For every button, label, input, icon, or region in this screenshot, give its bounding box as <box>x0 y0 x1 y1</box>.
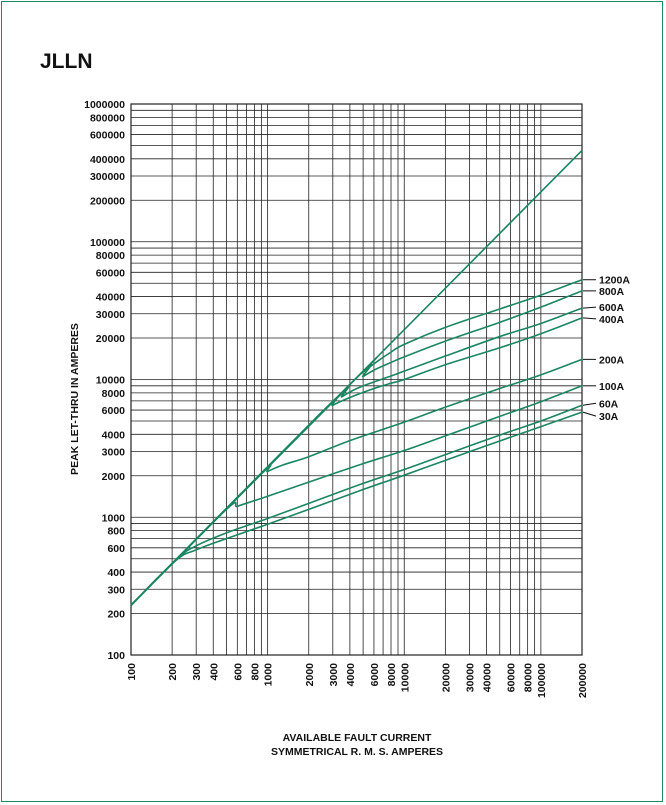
x-tick-label: 20000 <box>440 663 452 692</box>
y-tick-label: 100 <box>107 650 125 662</box>
series-label-200a: 200A <box>599 354 625 366</box>
y-tick-label: 600000 <box>90 130 125 142</box>
x-tick-label: 400 <box>208 663 220 681</box>
series-line-60a <box>130 404 583 606</box>
x-tick-label: 600 <box>232 663 244 681</box>
series-label-1200a: 1200A <box>599 275 630 287</box>
y-tick-label: 30000 <box>96 309 125 321</box>
chart-title: JLLN <box>40 50 93 73</box>
series-line-1200a <box>130 278 583 606</box>
y-tick-label: 400000 <box>90 154 125 166</box>
series-label-30a: 30A <box>599 411 619 423</box>
y-tick-label: 100000 <box>90 237 125 249</box>
y-tick-label: 80000 <box>96 250 125 262</box>
series-line-400a <box>130 317 583 606</box>
x-tick-label: 800 <box>249 663 261 681</box>
plot-border <box>130 103 583 656</box>
x-tick-labels: 100 200 300 400 600 800 1000 2000 3000 4000 6000 80… <box>126 663 589 698</box>
series-label-100a: 100A <box>599 381 625 393</box>
x-axis-label-line2: SYMMETRICAL R. M. S. AMPERES <box>271 746 443 758</box>
x-tick-label: 200000 <box>577 663 589 698</box>
x-tick-label: 30000 <box>464 663 476 692</box>
x-tick-label: 10000 <box>399 663 411 692</box>
series-label-800a: 800A <box>599 286 625 298</box>
label-leader-30a <box>582 411 597 417</box>
x-tick-label: 6000 <box>369 663 381 687</box>
y-tick-label: 8000 <box>102 388 126 400</box>
y-tick-labels: 100 200 300 400 600 800 1000 2000 3000 4000 6000 80… <box>84 99 125 662</box>
series-line-30a <box>130 411 583 606</box>
y-tick-label: 40000 <box>96 292 125 304</box>
x-tick-label: 100000 <box>536 663 548 698</box>
x-tick-label: 40000 <box>482 663 494 692</box>
y-tick-label: 200000 <box>90 195 125 207</box>
y-tick-label: 10000 <box>96 375 125 387</box>
label-leader-400a <box>582 317 597 320</box>
x-tick-label: 100 <box>126 663 138 681</box>
x-tick-label: 3000 <box>328 663 340 687</box>
grid <box>130 103 583 656</box>
x-tick-label: 8000 <box>386 663 398 687</box>
y-tick-label: 20000 <box>96 333 125 345</box>
y-tick-label: 300 <box>107 584 125 596</box>
y-tick-label: 600 <box>107 543 125 555</box>
y-tick-label: 6000 <box>102 405 126 417</box>
series-label-600a: 600A <box>599 302 625 314</box>
series-line-100a <box>130 385 583 606</box>
y-tick-label: 800000 <box>90 112 125 124</box>
y-tick-label: 300000 <box>90 171 125 183</box>
label-leader-600a <box>582 306 597 309</box>
x-tick-label: 60000 <box>506 663 518 692</box>
x-tick-label: 300 <box>191 663 203 681</box>
x-tick-label: 1000 <box>263 663 275 687</box>
y-tick-label: 1000000 <box>84 99 125 111</box>
x-tick-label: 80000 <box>523 663 535 692</box>
y-tick-label: 200 <box>107 609 125 621</box>
x-tick-label: 200 <box>167 663 179 681</box>
series-lines <box>130 149 583 606</box>
y-tick-label: 1000 <box>102 512 126 524</box>
series-line-600a <box>130 307 583 606</box>
y-tick-label: 3000 <box>102 447 126 459</box>
series-label-400a: 400A <box>599 314 625 326</box>
y-tick-label: 60000 <box>96 267 125 279</box>
x-axis-label-line1: AVAILABLE FAULT CURRENT <box>283 732 432 744</box>
x-tick-label: 2000 <box>304 663 316 687</box>
series-label-60a: 60A <box>599 398 619 410</box>
series-line-200a <box>130 358 583 606</box>
y-tick-label: 800 <box>107 526 125 538</box>
x-tick-label: 4000 <box>345 663 357 687</box>
y-tick-label: 2000 <box>102 471 126 483</box>
label-leader-60a <box>582 402 597 406</box>
y-tick-label: 4000 <box>102 429 126 441</box>
y-tick-label: 400 <box>107 567 125 579</box>
y-axis-label: PEAK LET-THRU IN AMPERES <box>69 323 81 475</box>
